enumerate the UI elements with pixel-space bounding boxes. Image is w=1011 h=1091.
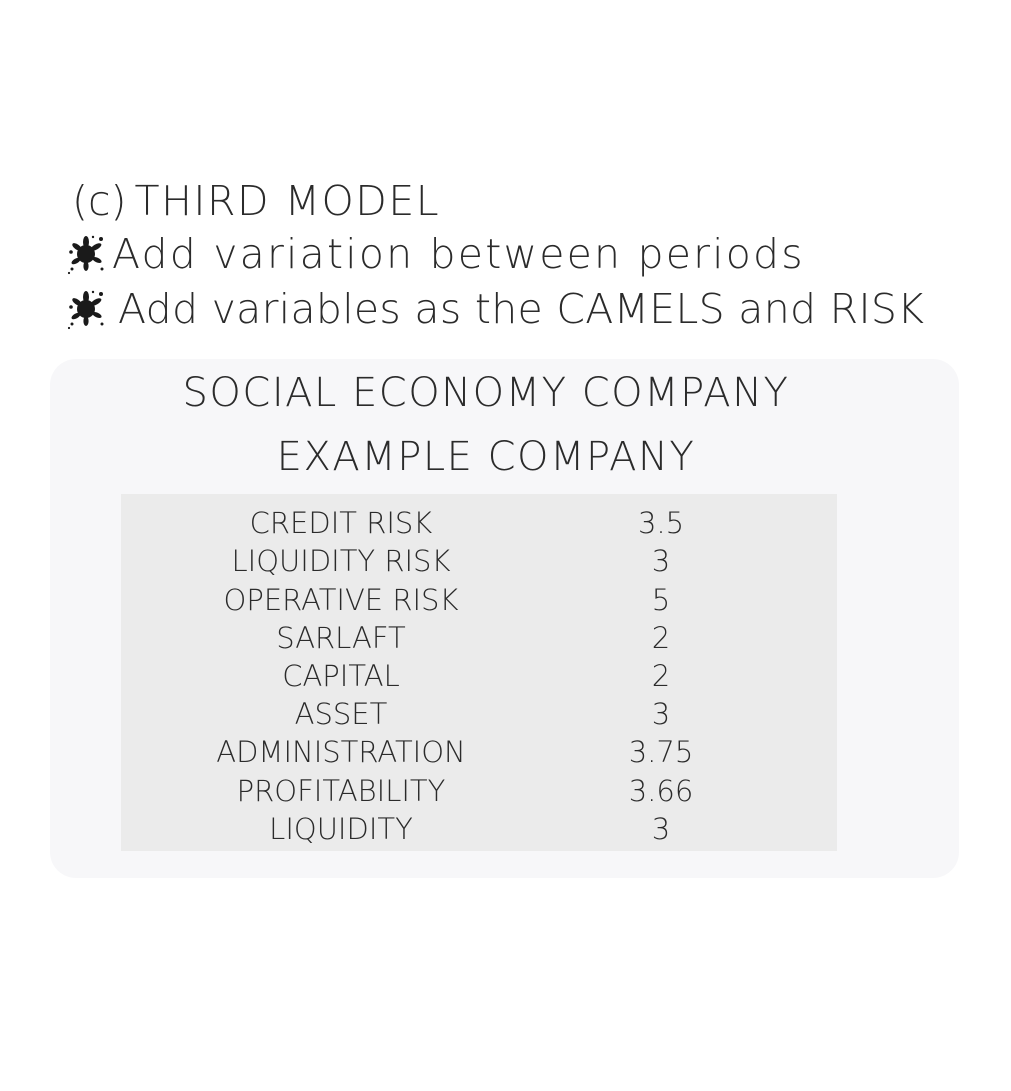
panel-title: SOCIAL ECONOMY COMPANY xyxy=(182,370,790,416)
row-label: LIQUIDITY xyxy=(269,812,413,846)
row-value: 3.75 xyxy=(628,735,694,769)
row-label: ASSET xyxy=(294,697,388,731)
table-row: SARLAFT 2 xyxy=(121,619,837,657)
row-label: LIQUIDITY RISK xyxy=(231,544,451,578)
row-value: 2 xyxy=(651,621,671,655)
row-value: 3 xyxy=(651,544,671,578)
ink-splat-icon xyxy=(67,235,104,275)
table-row: ASSET 3 xyxy=(121,695,837,733)
row-label: PROFITABILITY xyxy=(236,774,446,808)
table-row: OPERATIVE RISK 5 xyxy=(121,581,837,619)
row-value: 3.5 xyxy=(637,506,685,540)
row-label: CREDIT RISK xyxy=(249,506,433,540)
bullet-text: Add variables as the CAMELS and RISK xyxy=(118,285,925,333)
heading-text: THIRD MODEL xyxy=(134,177,441,225)
row-value: 5 xyxy=(651,583,671,617)
panel-subtitle: EXAMPLE COMPANY xyxy=(276,434,696,480)
row-value: 2 xyxy=(651,659,671,693)
scores-table: CREDIT RISK 3.5 LIQUIDITY RISK 3 OPERATI… xyxy=(121,494,837,851)
table-row: ADMINISTRATION 3.75 xyxy=(121,733,837,771)
row-value: 3.66 xyxy=(628,774,694,808)
table-row: CREDIT RISK 3.5 xyxy=(121,504,837,542)
table-row: LIQUIDITY 3 xyxy=(121,810,837,848)
row-label: CAPITAL xyxy=(282,659,400,693)
row-label: OPERATIVE RISK xyxy=(223,583,459,617)
table-row: LIQUIDITY RISK 3 xyxy=(121,542,837,580)
row-value: 3 xyxy=(651,812,671,846)
bullet-item-variables: Add variables as the CAMELS and RISK xyxy=(66,284,924,334)
bullet-text: Add variation between periods xyxy=(112,230,805,278)
bullet-item-variation: Add variation between periods xyxy=(66,229,805,279)
table-row: CAPITAL 2 xyxy=(121,657,837,695)
section-heading: (c) THIRD MODEL xyxy=(72,176,440,226)
ink-splat-icon xyxy=(67,290,104,330)
row-value: 3 xyxy=(651,697,671,731)
row-label: SARLAFT xyxy=(276,621,406,655)
row-label: ADMINISTRATION xyxy=(216,735,466,769)
table-row: PROFITABILITY 3.66 xyxy=(121,772,837,810)
heading-prefix: (c) xyxy=(72,177,127,225)
